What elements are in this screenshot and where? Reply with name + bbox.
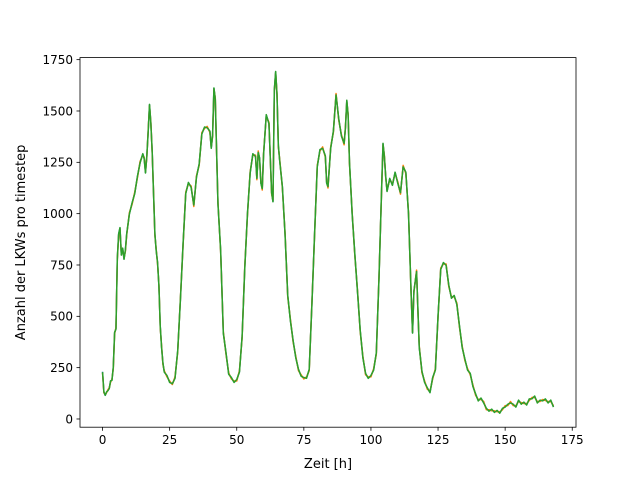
- plot-area-frame: [79, 57, 577, 428]
- y-tick-label: 500: [50, 310, 73, 324]
- y-tick-label: 1000: [42, 207, 73, 221]
- x-tick-label: 75: [296, 433, 311, 447]
- x-tick-label: 50: [229, 433, 244, 447]
- plot-lines: [101, 70, 555, 414]
- x-axis-label: Zeit [h]: [304, 457, 352, 472]
- y-tick-label: 1500: [42, 104, 73, 118]
- y-tick-label: 0: [65, 412, 73, 426]
- y-tick-label: 1750: [42, 53, 73, 67]
- y-axis-label: Anzahl der LKWs pro timestep: [14, 145, 29, 341]
- x-axis-ticks: 0 25 50 75 100 125 150 175: [99, 427, 584, 447]
- series-line-3: [101, 70, 555, 414]
- y-axis-ticks: 0 250 500 750 1000 1250 1500 1750: [42, 53, 80, 426]
- x-tick-label: 0: [99, 433, 107, 447]
- x-tick-label: 125: [427, 433, 450, 447]
- x-tick-label: 150: [494, 433, 517, 447]
- y-tick-label: 1250: [42, 156, 73, 170]
- y-tick-label: 250: [50, 361, 73, 375]
- x-tick-label: 175: [561, 433, 584, 447]
- x-tick-label: 100: [359, 433, 382, 447]
- y-tick-label: 750: [50, 258, 73, 272]
- x-tick-label: 25: [162, 433, 177, 447]
